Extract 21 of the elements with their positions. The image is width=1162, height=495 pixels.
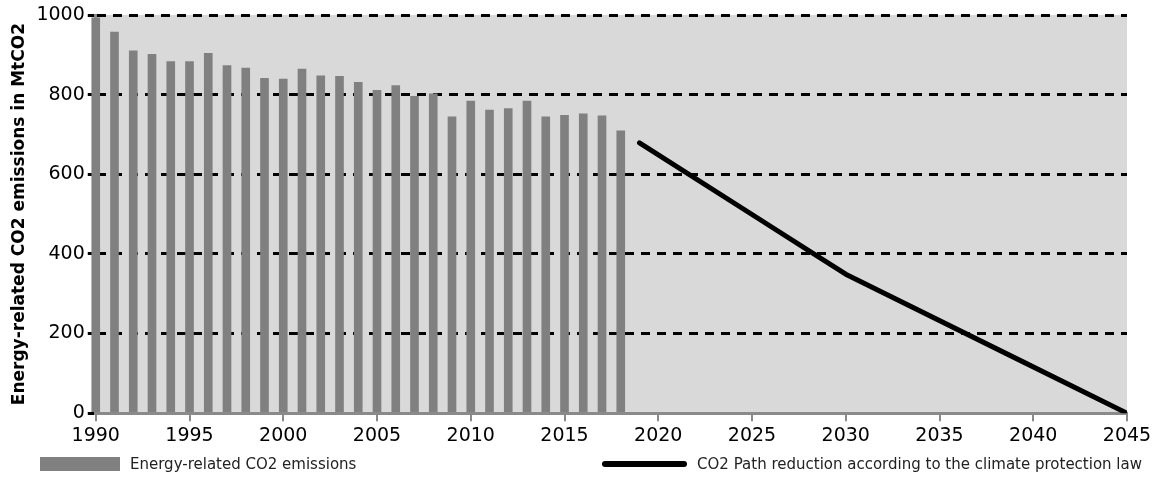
x-tick-label: 2020 bbox=[634, 422, 683, 445]
y-axis-title: Energy-related CO2 emissions in MtCO2 bbox=[7, 23, 28, 406]
text: CO2 Path reduction according to the climate protection law bbox=[697, 455, 1142, 473]
text: Energy-related CO2 emissions bbox=[130, 455, 357, 473]
y-tick-label: 200 bbox=[48, 320, 85, 343]
y-tick-label: 800 bbox=[48, 81, 85, 104]
x-tick-label: 2035 bbox=[915, 422, 964, 445]
x-tick-label: 2030 bbox=[821, 422, 870, 445]
x-tick-label: 1990 bbox=[71, 422, 120, 445]
x-tick-label: 2005 bbox=[352, 422, 402, 445]
x-tick-label: 2045 bbox=[1102, 422, 1152, 445]
y-tick-label: 400 bbox=[48, 240, 85, 263]
x-tick-label: 2025 bbox=[727, 422, 777, 445]
x-tick-label: 2015 bbox=[540, 422, 589, 445]
x-tick-label: 2010 bbox=[446, 422, 495, 445]
y-tick-label: 600 bbox=[48, 161, 85, 184]
y-tick-label: 1000 bbox=[36, 1, 85, 24]
y-tick-label: 0 bbox=[72, 400, 85, 423]
x-tick-label: 2040 bbox=[1009, 422, 1058, 445]
x-tick-label: 2000 bbox=[259, 422, 308, 445]
x-tick-label: 1995 bbox=[165, 422, 214, 445]
